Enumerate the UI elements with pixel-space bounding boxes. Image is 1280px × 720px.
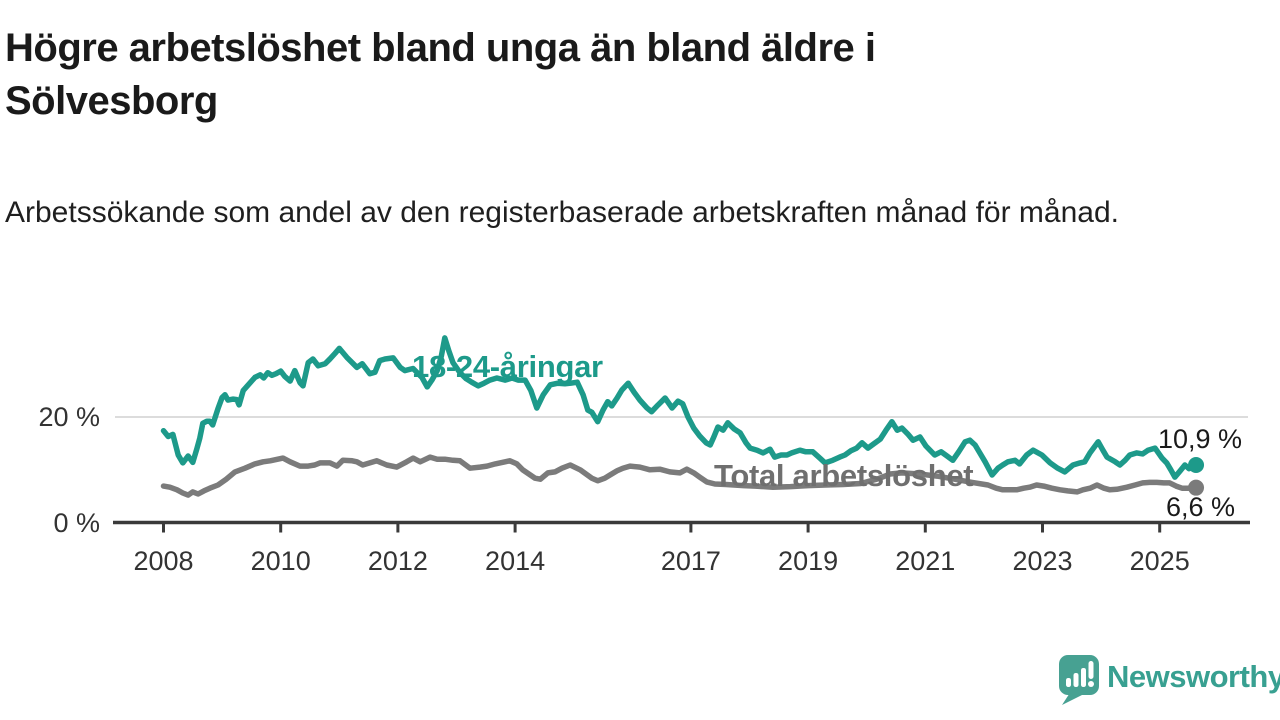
series-line-youth	[160, 335, 1199, 480]
x-axis-label: 2010	[250, 546, 311, 576]
series-line-total	[160, 454, 1199, 498]
x-axis-label: 2021	[895, 546, 956, 576]
series-label-youth: 18-24-åringar	[412, 349, 603, 384]
value-label-youth: 10,9 %	[1158, 424, 1243, 454]
page-subtitle: Arbetssökande som andel av den registerb…	[5, 196, 1119, 229]
newsworthy-logo-speech-bubble-bar-chart-icon	[1059, 655, 1099, 705]
x-axis-label: 2012	[367, 546, 428, 576]
end-dot-youth	[1188, 457, 1205, 474]
x-axis-label: 2025	[1129, 546, 1190, 576]
y-axis-label-0: 0 %	[53, 508, 100, 538]
x-axis-label: 2008	[133, 546, 194, 576]
end-dot-total	[1188, 479, 1205, 496]
x-axis-label: 2019	[778, 546, 839, 576]
value-label-total: 6,6 %	[1166, 492, 1236, 522]
x-axis-label: 2017	[660, 546, 721, 576]
page-title: Högre arbetslöshet bland unga än bland ä…	[5, 26, 876, 123]
x-axis-label: 2023	[1012, 546, 1073, 576]
series-label-total: Total arbetslöshet	[714, 458, 974, 493]
x-axis-label: 2014	[485, 546, 546, 576]
y-axis-label-20: 20 %	[38, 402, 100, 432]
brand-name: Newsworthy	[1107, 659, 1280, 694]
